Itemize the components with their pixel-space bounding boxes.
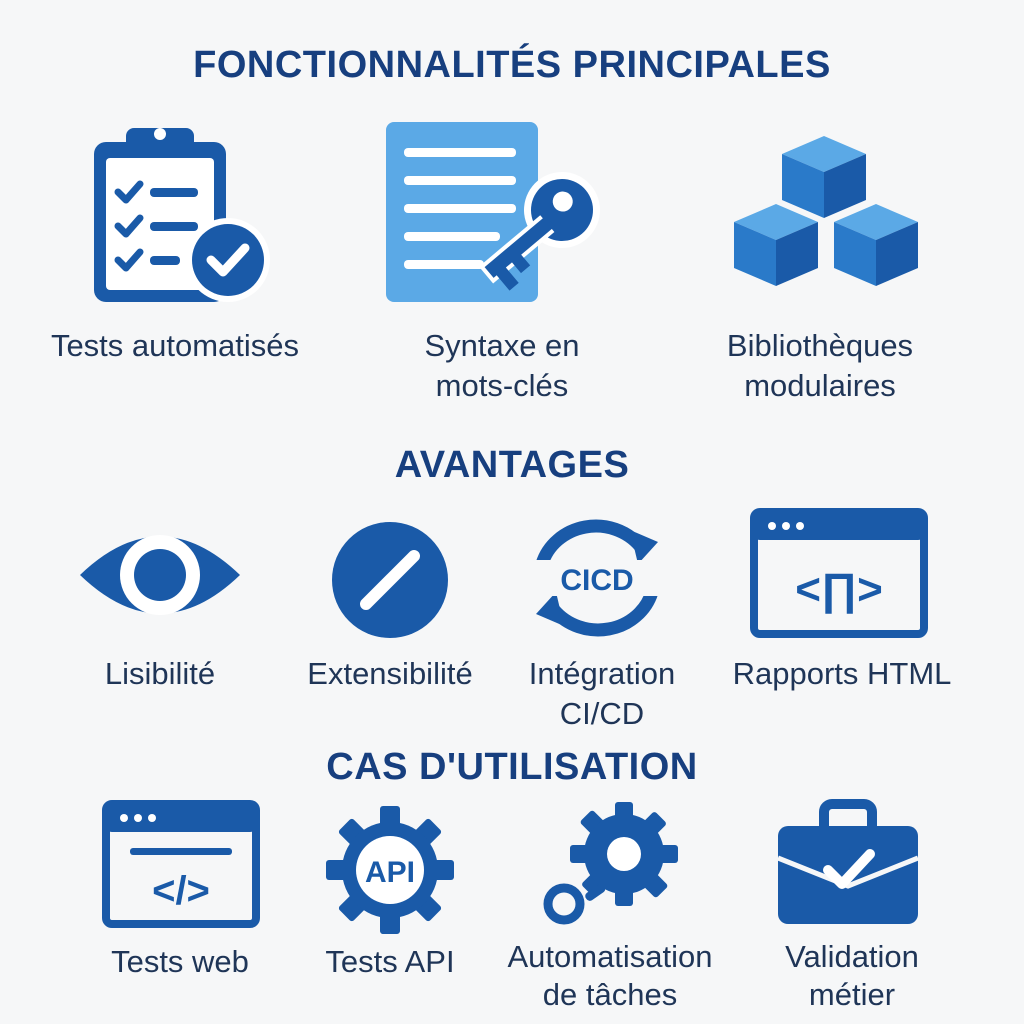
web-code-window-icon: </> bbox=[102, 800, 260, 928]
section-title-advantages: AVANTAGES bbox=[394, 444, 630, 486]
briefcase-check-icon bbox=[777, 799, 919, 924]
cubes-icon bbox=[734, 136, 918, 286]
usecase-label: Automatisation de tâches bbox=[507, 939, 713, 1012]
feature-label: Syntaxe en mots-clés bbox=[424, 328, 580, 403]
advantage-label: Intégration CI/CD bbox=[528, 656, 676, 731]
advantage-label: Lisibilité bbox=[104, 656, 216, 691]
cicd-cycle-icon: CICD bbox=[534, 519, 660, 637]
usecase-label: Validation métier bbox=[785, 939, 919, 1012]
api-text: API bbox=[365, 856, 415, 889]
document-key-icon bbox=[386, 122, 600, 302]
feature-label: Tests automatisés bbox=[50, 328, 300, 363]
eye-icon bbox=[80, 535, 240, 615]
feature-label: Bibliothèques modulaires bbox=[726, 328, 914, 403]
api-gear-icon: API bbox=[326, 806, 454, 934]
usecase-label: Tests API bbox=[325, 944, 455, 979]
advantage-label: Rapports HTML bbox=[732, 656, 952, 691]
clipboard-check-icon bbox=[94, 128, 270, 302]
cicd-text: CICD bbox=[560, 564, 633, 597]
browser-code-icon: <∏> bbox=[750, 508, 928, 638]
slash-circle-icon bbox=[332, 522, 448, 638]
gear-automation-icon bbox=[543, 802, 678, 925]
web-code-text: </> bbox=[152, 869, 210, 913]
section-title-use-cases: CAS D'UTILISATION bbox=[326, 746, 698, 788]
report-code-text: <∏> bbox=[795, 565, 883, 614]
usecase-label: Tests web bbox=[111, 944, 249, 979]
section-title-features: FONCTIONNALITÉS PRINCIPALES bbox=[193, 44, 831, 86]
advantage-label: Extensibilité bbox=[307, 656, 473, 691]
